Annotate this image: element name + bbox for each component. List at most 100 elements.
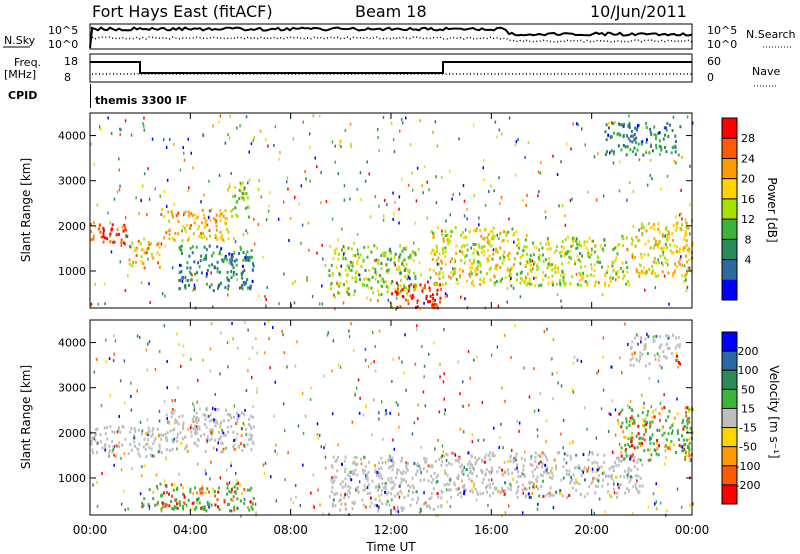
echo-cell <box>501 514 503 518</box>
echo-cell <box>532 267 534 271</box>
echo-cell <box>521 253 524 257</box>
echo-cell <box>211 418 214 422</box>
echo-cell <box>134 429 137 433</box>
echo-cell <box>667 135 670 138</box>
nsky-label: N.Sky <box>4 34 36 47</box>
x-tick-label: 08:00 <box>273 523 308 537</box>
echo-cell <box>444 282 447 286</box>
echo-cell <box>619 410 622 414</box>
echo-cell <box>533 367 535 371</box>
echo-cell <box>382 218 385 222</box>
echo-cell <box>123 359 126 363</box>
echo-cell <box>364 505 367 509</box>
echo-cell <box>504 333 506 337</box>
echo-cell <box>688 441 691 445</box>
echo-cell <box>218 437 221 441</box>
echo-cell <box>471 266 473 270</box>
echo-cell <box>637 239 639 243</box>
echo-cell <box>151 137 154 141</box>
y-tick-label: 4000 <box>58 130 86 143</box>
echo-cell <box>431 305 434 309</box>
echo-cell <box>428 299 431 303</box>
echo-cell <box>212 289 215 292</box>
echo-cell <box>196 444 199 448</box>
echo-cell <box>542 253 544 257</box>
echo-cell <box>365 474 367 478</box>
echo-cell <box>629 416 632 420</box>
echo-cell <box>586 240 589 244</box>
echo-cell <box>610 476 613 480</box>
echo-cell <box>193 283 196 287</box>
echo-cell <box>472 123 475 127</box>
echo-cell <box>267 144 269 148</box>
echo-cell <box>653 448 656 452</box>
echo-cell <box>387 286 390 289</box>
echo-cell <box>233 508 236 512</box>
echo-cell <box>511 448 513 452</box>
echo-cell <box>134 249 137 252</box>
colorbar-swatch <box>722 465 737 486</box>
echo-cell <box>90 442 93 446</box>
echo-cell <box>659 335 662 339</box>
echo-cell <box>385 280 387 284</box>
echo-cell <box>131 467 133 471</box>
echo-cell <box>553 250 556 254</box>
echo-cell <box>391 456 394 460</box>
echo-cell <box>328 269 331 273</box>
echo-cell <box>432 269 435 273</box>
echo-cell <box>624 443 627 447</box>
echo-cell <box>300 241 302 245</box>
echo-cell <box>407 461 409 465</box>
echo-cell <box>573 260 576 264</box>
colorbar-tick-label: 8 <box>745 233 752 246</box>
echo-cell <box>581 277 584 281</box>
echo-cell <box>611 264 614 268</box>
echo-cell <box>595 436 598 440</box>
echo-cell <box>197 261 199 265</box>
echo-cell <box>241 284 244 287</box>
echo-cell <box>247 215 250 219</box>
echo-cell <box>516 489 519 493</box>
echo-cell <box>500 422 502 426</box>
echo-cell <box>318 433 321 437</box>
echo-cell <box>686 248 689 252</box>
echo-cell <box>152 426 155 430</box>
echo-cell <box>639 351 642 355</box>
echo-cell <box>656 428 658 432</box>
echo-cell <box>250 249 253 252</box>
echo-cell <box>554 270 557 274</box>
echo-cell <box>669 442 672 446</box>
echo-cell <box>316 422 319 426</box>
echo-cell <box>476 272 479 276</box>
echo-cell <box>255 511 257 515</box>
echo-cell <box>597 369 600 373</box>
echo-cell <box>493 274 496 278</box>
echo-cell <box>364 456 366 460</box>
echo-cell <box>228 413 231 417</box>
echo-cell <box>172 412 175 415</box>
echo-cell <box>576 246 579 250</box>
echo-cell <box>394 263 396 267</box>
echo-cell <box>640 142 643 146</box>
echo-cell <box>331 504 334 508</box>
echo-cell <box>194 272 197 276</box>
echo-cell <box>583 243 586 247</box>
echo-cell <box>221 428 224 432</box>
echo-cell <box>508 251 511 255</box>
echo-cell <box>147 257 149 261</box>
echo-cell <box>250 436 253 440</box>
echo-cell <box>669 243 672 247</box>
echo-cell <box>502 489 505 493</box>
echo-cell <box>675 228 678 232</box>
echo-cell <box>172 488 175 492</box>
echo-cell <box>482 477 485 481</box>
echo-cell <box>149 453 152 457</box>
echo-cell <box>353 241 355 245</box>
echo-cell <box>486 248 489 252</box>
echo-cell <box>175 420 178 424</box>
colorbar-swatch <box>722 351 737 371</box>
echo-cell <box>665 342 668 346</box>
echo-cell <box>111 227 113 231</box>
echo-cell <box>312 114 315 118</box>
